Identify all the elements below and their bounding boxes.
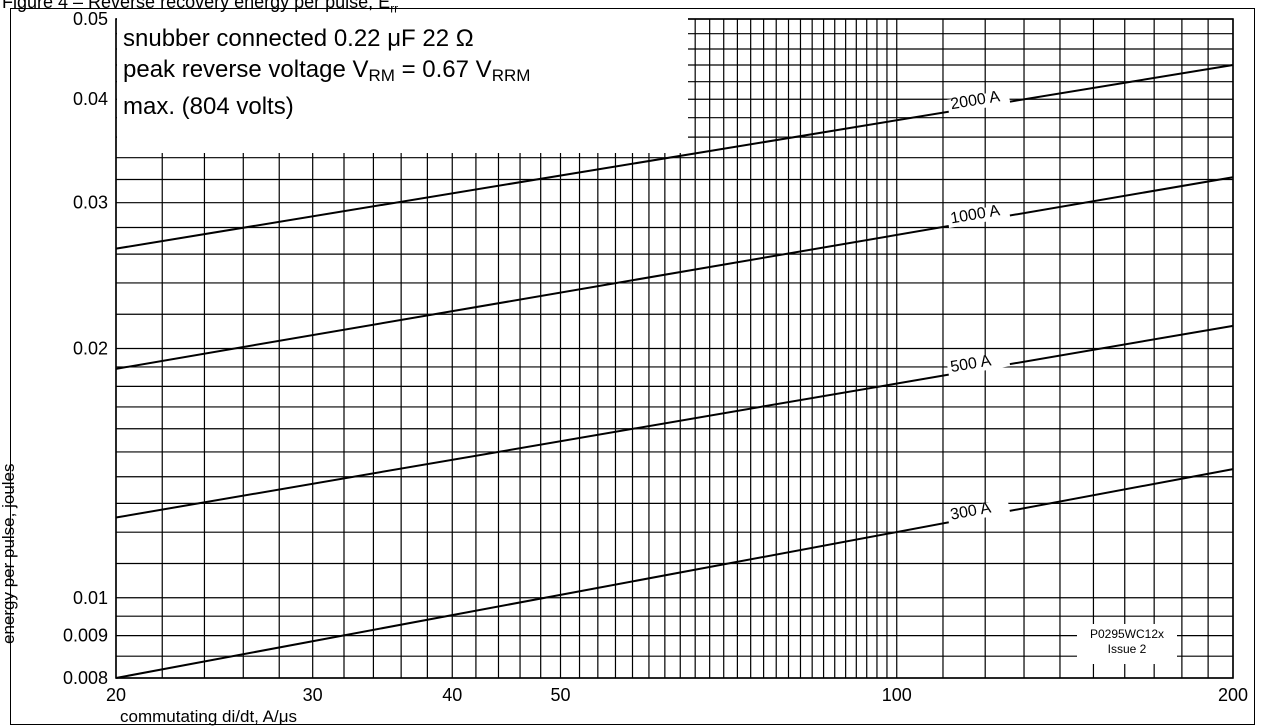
series-line	[115, 468, 1234, 679]
document-issue: Issue 2	[1107, 642, 1147, 656]
series-label-background	[946, 352, 1011, 377]
note-line-snubber: snubber connected 0.22 μF 22 Ω	[123, 25, 474, 52]
series-label-background	[946, 89, 1011, 114]
series-label-background	[946, 203, 1011, 228]
x-tick-label: 30	[303, 685, 323, 705]
x-axis-title: commutating di/dt, A/μs	[120, 707, 297, 726]
series-line	[115, 176, 1234, 370]
series-line	[115, 324, 1234, 519]
note-voltage-sub2: RRM	[491, 66, 531, 85]
y-tick-label: 0.03	[73, 193, 108, 213]
figure-frame	[10, 8, 1255, 725]
document-code: P0295WC12x	[1089, 627, 1165, 641]
y-tick-label: 0.04	[73, 89, 108, 109]
note-voltage-prefix: peak reverse voltage V	[123, 56, 369, 83]
y-tick-label: 0.009	[63, 626, 108, 646]
series-label: 1000 A	[949, 202, 1001, 227]
y-tick-label: 0.05	[73, 9, 108, 29]
document-code-box: P0295WC12x Issue 2	[1077, 624, 1177, 664]
series-label-background	[946, 499, 1011, 525]
x-tick-label: 200	[1218, 685, 1248, 705]
series-label: 500 A	[949, 352, 993, 376]
y-tick-label: 0.008	[63, 668, 108, 688]
test-conditions-note: snubber connected 0.22 μF 22 Ω peak reve…	[117, 17, 688, 153]
note-line-voltage: peak reverse voltage VRM = 0.67 VRRM	[123, 54, 688, 91]
series-label: 2000 A	[949, 88, 1001, 113]
y-tick-label: 0.02	[73, 339, 108, 359]
x-tick-label: 20	[106, 685, 126, 705]
note-voltage-mid: = 0.67 V	[394, 56, 492, 83]
note-line-max: max. (804 volts)	[123, 93, 294, 120]
x-tick-label: 100	[882, 685, 912, 705]
figure-caption-text: Figure 4 – Reverse recovery energy per p…	[2, 0, 391, 12]
y-axis-title: energy per pulse, joules	[0, 463, 18, 644]
series-line	[115, 63, 1234, 250]
y-tick-label: 0.01	[73, 588, 108, 608]
x-tick-label: 50	[550, 685, 570, 705]
note-voltage-sub1: RM	[368, 66, 395, 85]
x-tick-label: 40	[442, 685, 462, 705]
tick-labels: 20 30 40 50 100 200 0.008 0.009 0.01 0.02 0.03 0.04…	[63, 9, 1248, 705]
